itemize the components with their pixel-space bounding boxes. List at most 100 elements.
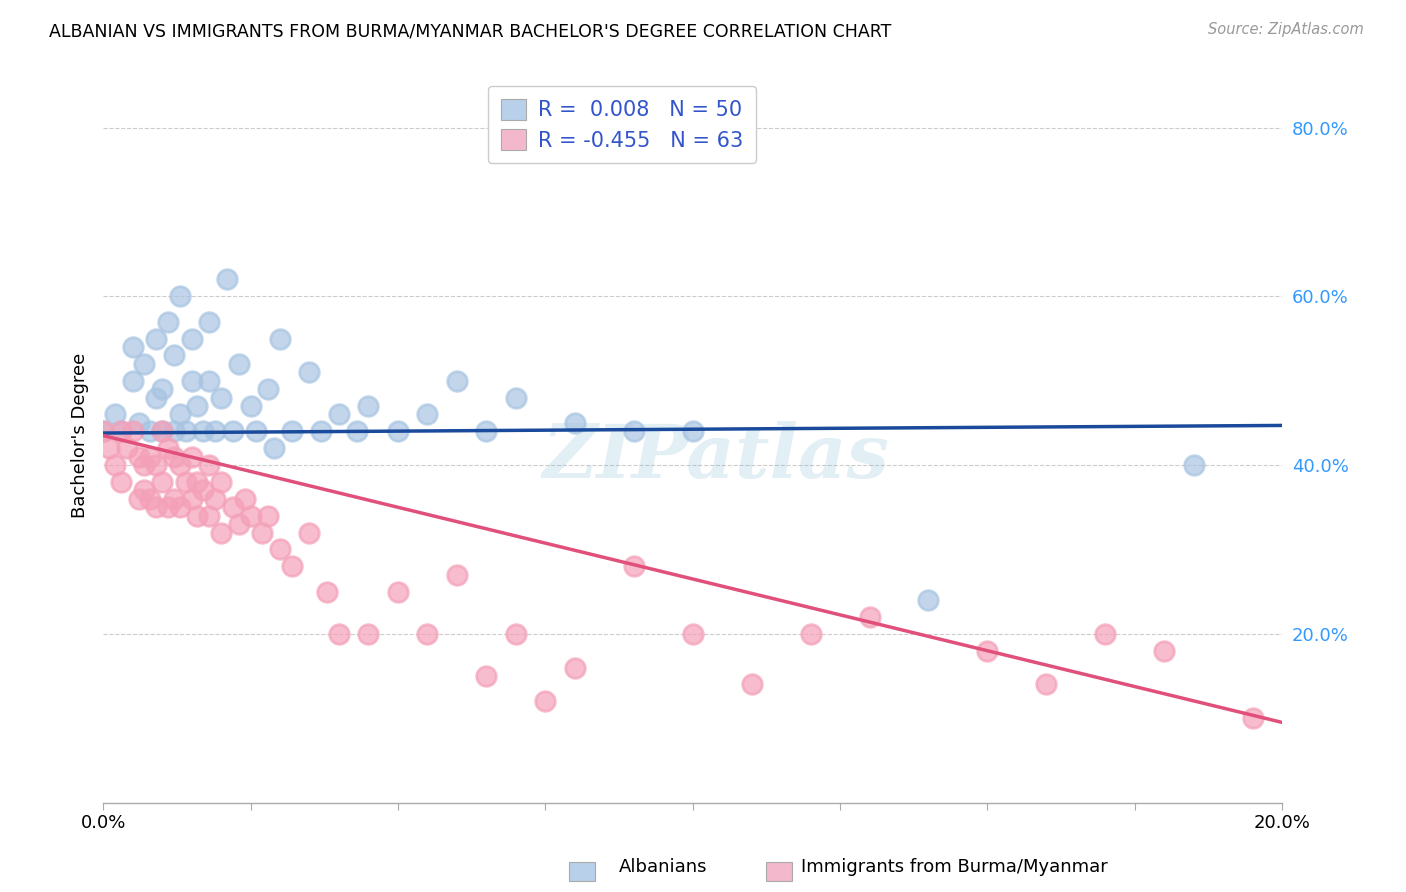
- Point: [263, 441, 285, 455]
- Point: [416, 627, 439, 641]
- Point: [257, 382, 280, 396]
- Point: [186, 399, 208, 413]
- Point: [239, 508, 262, 523]
- Point: [121, 340, 143, 354]
- Point: [281, 559, 304, 574]
- Point: [1241, 711, 1264, 725]
- Text: ALBANIAN VS IMMIGRANTS FROM BURMA/MYANMAR BACHELOR'S DEGREE CORRELATION CHART: ALBANIAN VS IMMIGRANTS FROM BURMA/MYANMA…: [49, 22, 891, 40]
- Point: [800, 627, 823, 641]
- Point: [1182, 458, 1205, 472]
- Point: [139, 491, 162, 506]
- Point: [298, 525, 321, 540]
- Point: [346, 425, 368, 439]
- Point: [328, 408, 350, 422]
- Point: [104, 458, 127, 472]
- Text: Albanians: Albanians: [619, 858, 707, 876]
- Point: [682, 425, 704, 439]
- Point: [269, 542, 291, 557]
- Point: [209, 525, 232, 540]
- Point: [98, 441, 121, 455]
- Point: [163, 491, 186, 506]
- Point: [198, 458, 221, 472]
- Point: [269, 332, 291, 346]
- Point: [174, 425, 197, 439]
- Legend: R =  0.008   N = 50, R = -0.455   N = 63: R = 0.008 N = 50, R = -0.455 N = 63: [488, 87, 756, 163]
- Point: [121, 425, 143, 439]
- Point: [145, 500, 167, 515]
- Point: [233, 491, 256, 506]
- Point: [110, 425, 132, 439]
- Text: Immigrants from Burma/Myanmar: Immigrants from Burma/Myanmar: [801, 858, 1108, 876]
- Point: [682, 627, 704, 641]
- Point: [180, 374, 202, 388]
- Point: [204, 491, 226, 506]
- Point: [505, 391, 527, 405]
- Point: [209, 475, 232, 489]
- Point: [475, 669, 498, 683]
- Point: [180, 332, 202, 346]
- Point: [257, 508, 280, 523]
- Point: [156, 315, 179, 329]
- Point: [150, 382, 173, 396]
- Point: [174, 475, 197, 489]
- Point: [623, 425, 645, 439]
- Point: [145, 458, 167, 472]
- Point: [145, 332, 167, 346]
- Point: [387, 584, 409, 599]
- Text: Source: ZipAtlas.com: Source: ZipAtlas.com: [1208, 22, 1364, 37]
- Point: [163, 425, 186, 439]
- Point: [222, 500, 245, 515]
- Point: [134, 483, 156, 498]
- Point: [316, 584, 339, 599]
- Point: [163, 450, 186, 464]
- Point: [169, 500, 191, 515]
- Point: [163, 348, 186, 362]
- Point: [110, 425, 132, 439]
- Point: [228, 357, 250, 371]
- Point: [186, 508, 208, 523]
- Point: [564, 416, 586, 430]
- Point: [215, 272, 238, 286]
- Point: [91, 425, 114, 439]
- Point: [198, 374, 221, 388]
- Point: [198, 315, 221, 329]
- Point: [917, 593, 939, 607]
- Point: [623, 559, 645, 574]
- Point: [193, 483, 215, 498]
- Point: [193, 425, 215, 439]
- Point: [505, 627, 527, 641]
- Point: [139, 425, 162, 439]
- Point: [128, 491, 150, 506]
- Y-axis label: Bachelor's Degree: Bachelor's Degree: [72, 353, 89, 518]
- Point: [186, 475, 208, 489]
- Point: [446, 374, 468, 388]
- Point: [169, 408, 191, 422]
- Point: [139, 450, 162, 464]
- Point: [110, 475, 132, 489]
- Point: [245, 425, 267, 439]
- Point: [104, 408, 127, 422]
- Point: [446, 567, 468, 582]
- Point: [204, 425, 226, 439]
- Point: [534, 694, 557, 708]
- Point: [228, 517, 250, 532]
- Point: [328, 627, 350, 641]
- Point: [150, 425, 173, 439]
- Point: [145, 391, 167, 405]
- Point: [252, 525, 274, 540]
- Point: [309, 425, 332, 439]
- Point: [128, 450, 150, 464]
- Point: [357, 399, 380, 413]
- Point: [150, 425, 173, 439]
- Point: [239, 399, 262, 413]
- Point: [222, 425, 245, 439]
- Point: [387, 425, 409, 439]
- Point: [180, 491, 202, 506]
- Text: ZIPatlas: ZIPatlas: [543, 421, 890, 494]
- Point: [150, 475, 173, 489]
- Point: [1153, 644, 1175, 658]
- Point: [976, 644, 998, 658]
- Point: [357, 627, 380, 641]
- Point: [180, 450, 202, 464]
- Point: [564, 660, 586, 674]
